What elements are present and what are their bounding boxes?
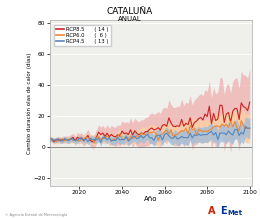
- Text: E: E: [220, 206, 226, 216]
- Text: Met: Met: [228, 210, 243, 216]
- Text: A: A: [208, 206, 216, 216]
- Text: © Agencia Estatal de Meteorología: © Agencia Estatal de Meteorología: [5, 213, 67, 217]
- Text: CATALUÑA: CATALUÑA: [107, 7, 153, 15]
- Legend: RCP8.5      ( 14 ), RCP6.0      (  6 ), RCP4.5      ( 13 ): RCP8.5 ( 14 ), RCP6.0 ( 6 ), RCP4.5 ( 13…: [54, 24, 111, 46]
- Text: ANUAL: ANUAL: [118, 16, 142, 22]
- X-axis label: Año: Año: [144, 196, 158, 202]
- Y-axis label: Cambio duración olas de calor (días): Cambio duración olas de calor (días): [26, 52, 32, 154]
